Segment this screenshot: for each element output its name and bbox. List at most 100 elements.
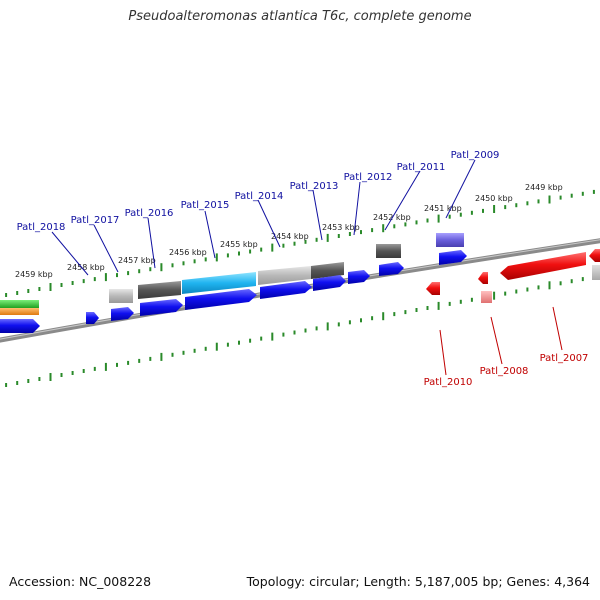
ruler-major-tick [49,283,52,291]
feature-light-2014 [258,266,311,285]
ruler-major-tick [104,362,107,371]
ruler-minor-tick [404,222,407,227]
ruler-minor-tick [393,224,396,229]
ruler-label-2458: 2458 kbp [67,263,105,272]
ruler-major-tick [271,332,274,341]
gene-label-patl-2017: Patl_2017 [71,215,120,226]
inner-tick-ruler [5,275,595,387]
ruler-minor-tick [116,273,118,278]
ruler-minor-tick [193,259,196,264]
ruler-major-tick [160,263,163,272]
accession-text: Accession: NC_008228 [9,574,152,589]
cds-arrow-2018 [0,319,40,333]
ruler-minor-tick [238,251,240,256]
ruler-minor-tick [71,371,74,375]
ruler-minor-tick [82,369,85,373]
ruler-minor-tick [93,277,96,282]
ruler-minor-tick [459,299,462,304]
cds-arrow-2007 [500,252,586,280]
gene-labels: Patl_2009 Patl_2011 Patl_2012 Patl_2013 … [17,150,589,388]
ruler-minor-tick [138,269,141,274]
ruler-minor-tick [559,281,562,286]
ruler-minor-tick [82,279,85,284]
ruler-minor-tick [204,257,207,262]
ruler-major-tick [326,322,329,331]
ruler-minor-tick [260,247,263,252]
ruler-minor-tick [138,358,141,363]
ruler-minor-tick [282,332,285,337]
ruler-minor-tick [127,271,130,276]
ruler-major-tick [215,253,218,262]
ruler-minor-tick [38,287,41,291]
ruler-major-tick [437,301,440,310]
feature-dark-2016 [138,281,181,299]
ruler-minor-tick [226,342,229,347]
gene-label-patl-2008: Patl_2008 [480,366,529,377]
ruler-major-tick [49,373,52,381]
ruler-minor-tick [504,291,507,296]
ruler-minor-tick [337,234,340,238]
ruler-minor-tick [348,320,351,325]
ruler-minor-tick [293,330,296,335]
ruler-minor-tick [304,239,307,244]
ruler-minor-tick [249,338,252,343]
gene-label-patl-2015: Patl_2015 [181,200,230,211]
gene-label-patl-2012: Patl_2012 [344,172,393,183]
cds-arrow-2011 [379,262,404,276]
feature-boxes [0,233,600,315]
ruler-minor-tick [348,232,351,236]
feature-cyan-2015 [182,272,256,294]
feature-dark-2013 [311,262,344,279]
ruler-minor-tick [581,191,584,196]
cds-arrow-2014 [260,281,312,299]
ruler-minor-tick [559,195,562,200]
ruler-minor-tick [38,377,41,381]
cds-arrow-right [589,249,600,262]
ruler-minor-tick [371,316,374,321]
ruler-minor-tick [470,297,473,302]
cds-arrow-2010 [426,282,440,295]
ruler-minor-tick [570,193,573,198]
ruler-minor-tick [448,301,451,306]
feature-dark-2011 [376,244,401,258]
gene-label-patl-2016: Patl_2016 [125,208,174,219]
ruler-minor-tick [127,360,130,365]
ruler-minor-tick [60,283,63,287]
feature-green [0,300,39,308]
ruler-label-2457: 2457 kbp [118,256,156,265]
cds-arrow-2009 [439,250,467,265]
cds-arrow-small [86,312,99,324]
ruler-minor-tick [581,277,584,282]
ruler-minor-tick [415,220,418,225]
gene-label-patl-2014: Patl_2014 [235,191,284,202]
cds-arrow-2016 [140,299,183,316]
ruler-minor-tick [404,310,407,315]
outer-tick-ruler [5,189,595,297]
ruler-minor-tick [149,356,152,361]
ruler-minor-tick [526,287,529,292]
ruler-major-tick [382,224,385,233]
ruler-minor-tick [448,214,451,219]
ruler-minor-tick [393,312,396,317]
reverse-cds [426,249,600,303]
genome-summary-text: Topology: circular; Length: 5,187,005 bp… [246,574,590,589]
feature-orange [0,308,39,315]
ruler-minor-tick [5,383,8,387]
ruler-minor-tick [337,322,340,327]
ruler-minor-tick [304,328,307,333]
feature-purple-2009 [436,233,464,247]
ruler-minor-tick [515,289,518,294]
ruler-minor-tick [171,352,174,357]
ruler-minor-tick [426,306,429,310]
ruler-minor-tick [182,350,185,355]
ruler-major-tick [104,273,107,282]
ruler-minor-tick [93,366,96,371]
ruler-minor-tick [116,362,118,367]
ruler-minor-tick [238,340,240,345]
feature-light-2017 [109,289,133,303]
ruler-label-2454: 2454 kbp [271,232,309,241]
ruler-minor-tick [504,205,507,210]
ruler-minor-tick [226,253,229,258]
ruler-minor-tick [526,201,529,206]
